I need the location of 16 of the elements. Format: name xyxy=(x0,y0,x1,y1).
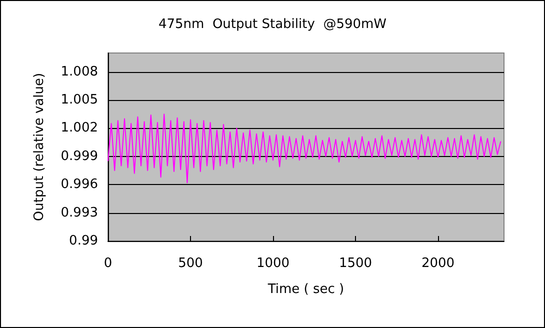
y-tick-label: 1.002 xyxy=(60,120,98,136)
y-tick-label: 0.99 xyxy=(69,234,98,248)
x-tick-label: 1000 xyxy=(256,256,290,271)
x-tick-label: 1500 xyxy=(338,256,372,271)
x-tick-label: 500 xyxy=(178,256,203,271)
y-axis-title: Output (relative value) xyxy=(32,72,47,222)
x-tick-label: 0 xyxy=(104,256,112,271)
x-axis-title: Time ( sec ) xyxy=(266,282,344,297)
y-tick-label: 1.008 xyxy=(60,64,98,80)
y-tick-label: 0.996 xyxy=(60,177,98,192)
x-tick-label: 2000 xyxy=(421,256,455,271)
y-tick-label: 0.993 xyxy=(60,205,98,220)
y-tick-label: 0.999 xyxy=(60,148,98,164)
line-series xyxy=(108,114,502,184)
chart-title: 475nm Output Stability @590mW xyxy=(158,17,387,32)
y-tick-label: 1.005 xyxy=(60,92,98,108)
